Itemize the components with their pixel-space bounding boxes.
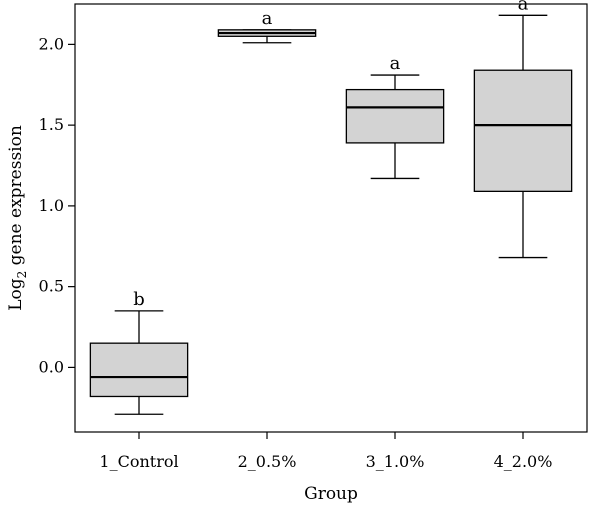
y-tick-label: 0.0 bbox=[39, 357, 64, 376]
y-tick-label: 2.0 bbox=[39, 34, 64, 53]
x-tick-label: 4_2.0% bbox=[494, 452, 553, 471]
y-axis-title: Log2 gene expression bbox=[6, 125, 29, 311]
x-tick-label: 1_Control bbox=[99, 452, 178, 471]
box-group-1: b bbox=[89, 289, 189, 415]
y-tick-label: 1.5 bbox=[39, 115, 64, 134]
y-axis-title-rest: gene expression bbox=[6, 125, 26, 271]
y-tick-label: 0.5 bbox=[39, 277, 64, 296]
x-axis-title: Group bbox=[304, 484, 358, 504]
box-group-2: a bbox=[217, 8, 317, 44]
box-group-4: a bbox=[473, 0, 573, 259]
box-iqr bbox=[473, 69, 573, 193]
y-axis-title-main: Log bbox=[6, 278, 26, 311]
x-tick-label: 3_1.0% bbox=[366, 452, 425, 471]
y-axis: 0.0 0.5 1.0 1.5 2.0 bbox=[39, 34, 75, 376]
y-axis-title-subscript: 2 bbox=[15, 271, 29, 279]
significance-letter: a bbox=[390, 53, 401, 74]
boxes-layer: b a a a bbox=[89, 0, 573, 415]
box-iqr bbox=[345, 88, 445, 144]
significance-letter: b bbox=[133, 289, 145, 310]
box-group-3: a bbox=[345, 53, 445, 180]
plot-frame bbox=[74, 3, 588, 433]
y-tick-label: 1.0 bbox=[39, 196, 64, 215]
significance-letter: a bbox=[262, 8, 273, 29]
box-iqr bbox=[89, 342, 189, 398]
x-tick-label: 2_0.5% bbox=[238, 452, 297, 471]
significance-letter: a bbox=[518, 0, 529, 14]
x-axis: 1_Control 2_0.5% 3_1.0% 4_2.0% bbox=[99, 432, 552, 471]
